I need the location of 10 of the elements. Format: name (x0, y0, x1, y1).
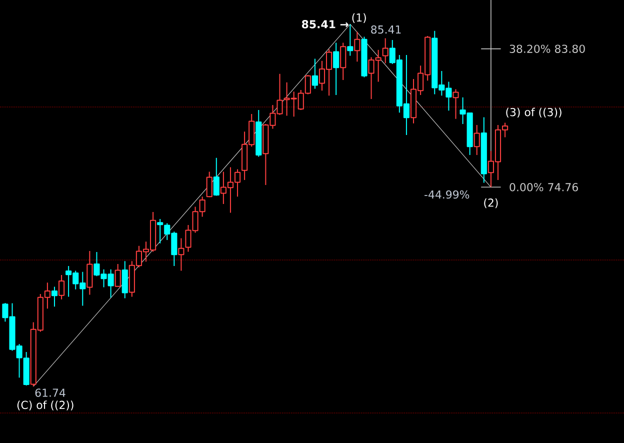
text: (1) (352, 13, 366, 23)
text: 61.74 (35, 388, 66, 397)
annotation: 85.41 (371, 25, 401, 34)
ref-line-label: 38.20% 83.80 (510, 44, 585, 53)
text: (C) of ((2)) (17, 400, 74, 410)
annotation: (3) of ((3)) (506, 108, 562, 118)
annotation: -44.99% (424, 190, 470, 199)
annotation: (2) (484, 198, 498, 208)
ref-line-label: 0.00% 74.76 (510, 183, 578, 192)
annotation: 85.41 → (302, 20, 348, 28)
